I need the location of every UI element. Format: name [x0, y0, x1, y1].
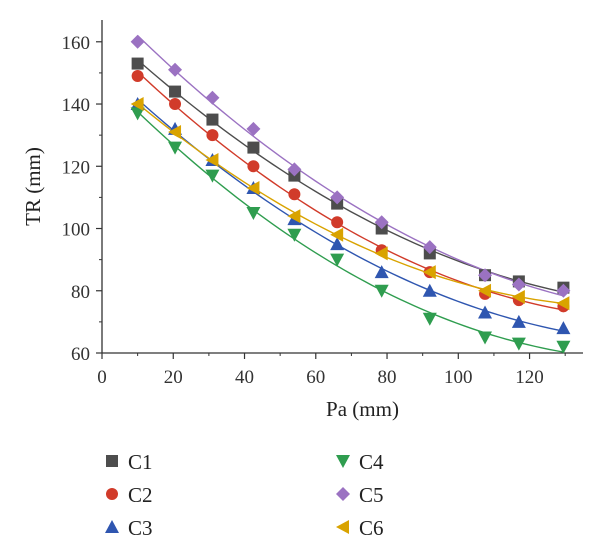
data-point-c5	[246, 121, 261, 136]
legend-label-c4: C4	[359, 450, 384, 474]
data-point-c4	[205, 169, 220, 183]
data-point-c4	[556, 340, 571, 354]
data-point-c6	[168, 125, 182, 140]
data-point-c2	[131, 70, 144, 83]
data-point-c1	[206, 113, 219, 126]
data-point-c2	[169, 98, 182, 111]
data-point-c4	[246, 206, 261, 220]
x-tick-label: 60	[306, 367, 325, 388]
data-markers	[130, 34, 571, 354]
y-tick-label: 160	[62, 33, 91, 54]
data-point-c6	[422, 265, 436, 280]
y-tick-label: 140	[62, 95, 91, 116]
legend-marker-c2	[106, 488, 118, 500]
data-point-c2	[247, 160, 260, 173]
data-point-c6	[205, 153, 219, 168]
data-point-c3	[556, 321, 571, 335]
x-tick-label: 40	[235, 367, 254, 388]
data-point-c3	[478, 305, 493, 319]
data-point-c4	[330, 253, 345, 267]
legend-marker-c5	[336, 487, 350, 501]
data-point-c4	[478, 331, 493, 345]
data-point-c2	[288, 188, 301, 201]
data-point-c4	[511, 337, 526, 351]
data-point-c6	[130, 97, 144, 112]
data-point-c6	[330, 227, 344, 242]
data-point-c5	[422, 240, 437, 255]
series-line-c6	[137, 102, 564, 305]
series-line-c3	[137, 98, 564, 332]
legend: C1 C2 C3 C4 C5 C6	[105, 450, 384, 540]
data-point-c6	[246, 181, 260, 196]
data-point-c3	[422, 283, 437, 297]
x-tick-label: 80	[378, 367, 397, 388]
x-tick-label: 100	[444, 367, 473, 388]
x-tick-label: 120	[515, 367, 544, 388]
data-point-c5	[205, 90, 220, 105]
data-point-c4	[374, 284, 389, 298]
data-point-c4	[287, 228, 302, 242]
data-point-c4	[130, 107, 145, 121]
data-point-c5	[330, 190, 345, 205]
y-tick-label: 80	[71, 282, 90, 303]
data-point-c3	[374, 265, 389, 279]
data-point-c6	[511, 289, 525, 304]
data-point-c5	[478, 268, 493, 283]
legend-label-c5: C5	[359, 483, 384, 507]
data-point-c5	[556, 283, 571, 298]
legend-label-c3: C3	[128, 516, 153, 540]
legend-marker-c1	[106, 455, 118, 467]
x-tick-label: 0	[97, 367, 107, 388]
legend-label-c2: C2	[128, 483, 153, 507]
data-point-c6	[478, 283, 492, 298]
data-point-c1	[131, 57, 144, 70]
data-point-c5	[287, 162, 302, 177]
legend-marker-c4	[336, 455, 350, 468]
data-point-c2	[206, 129, 219, 142]
legend-label-c6: C6	[359, 516, 384, 540]
data-point-c6	[374, 246, 388, 261]
data-point-c3	[511, 314, 526, 328]
data-point-c5	[130, 34, 145, 49]
data-point-c3	[330, 237, 345, 251]
data-point-c6	[556, 296, 570, 311]
legend-label-c1: C1	[128, 450, 153, 474]
fit-curves	[137, 35, 564, 353]
data-point-c6	[287, 209, 301, 224]
x-axis-title: Pa (mm)	[326, 397, 399, 421]
data-point-c5	[511, 277, 526, 292]
data-point-c2	[331, 216, 344, 229]
data-point-c4	[168, 141, 183, 155]
data-point-c4	[422, 312, 437, 326]
y-tick-label: 120	[62, 157, 91, 178]
y-tick-label: 60	[71, 344, 90, 365]
y-tick-label: 100	[62, 220, 91, 241]
legend-marker-c6	[336, 520, 349, 534]
y-axis-title: TR (mm)	[21, 147, 45, 226]
data-point-c5	[374, 215, 389, 230]
series-line-c5	[137, 35, 564, 297]
axes: 0 20 40 60 80 100 120 60 80 100 120 140 160 Pa (mm) TR…	[21, 20, 583, 421]
legend-marker-c3	[105, 520, 119, 533]
data-point-c1	[247, 141, 260, 154]
data-point-c1	[169, 85, 182, 98]
data-point-c5	[168, 62, 183, 77]
x-tick-label: 20	[164, 367, 183, 388]
